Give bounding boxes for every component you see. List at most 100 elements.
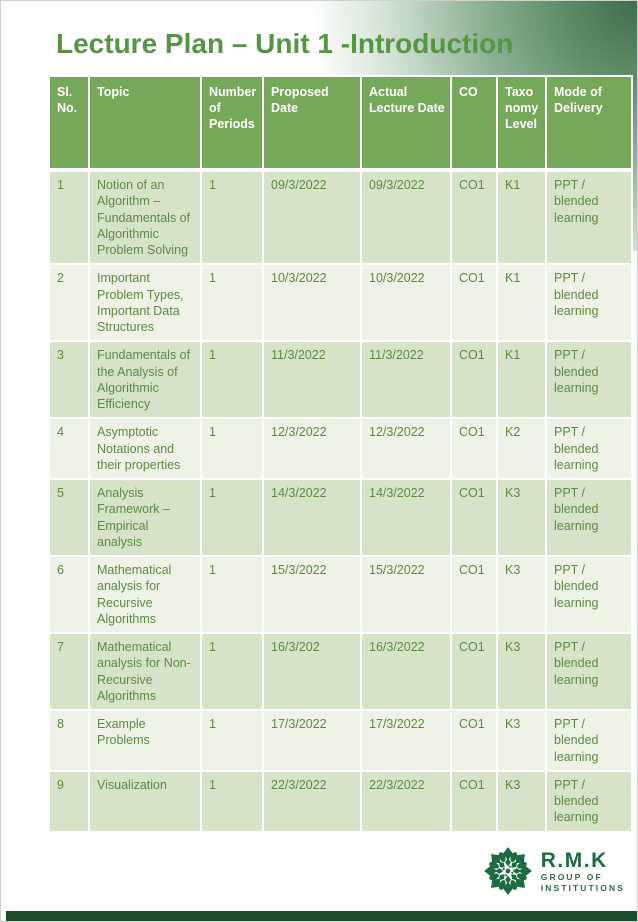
cell-taxonomy: K3	[496, 632, 547, 712]
cell-co: CO1	[450, 769, 498, 833]
column-header-proposed_date: Proposed Date	[262, 75, 362, 173]
cell-topic: Analysis Framework – Empirical analysis	[88, 478, 202, 558]
cell-sl_no: 8	[48, 709, 90, 772]
cell-sl_no: 4	[48, 417, 90, 481]
cell-taxonomy: K2	[496, 417, 547, 481]
rmk-flower-emblem-icon	[483, 847, 532, 895]
cell-mode: PPT / blended learning	[545, 478, 633, 558]
cell-actual_date: 15/3/2022	[360, 555, 452, 635]
cell-sl_no: 9	[48, 769, 90, 833]
cell-co: CO1	[450, 417, 498, 481]
cell-sl_no: 3	[48, 340, 90, 420]
cell-co: CO1	[450, 169, 498, 266]
cell-proposed_date: 22/3/2022	[262, 769, 362, 833]
cell-topic: Notion of an Algorithm – Fundamentals of…	[88, 169, 202, 266]
cell-periods: 1	[200, 709, 264, 772]
cell-sl_no: 5	[48, 478, 90, 558]
cell-taxonomy: K3	[496, 555, 547, 635]
cell-topic: Mathematical analysis for Recursive Algo…	[88, 555, 202, 635]
footer-bar-decoration	[6, 911, 637, 921]
rmk-logo-name: R.M.K	[540, 848, 608, 872]
rmk-logo-text: R.M.K GROUP OF INSTITUTIONS	[541, 849, 625, 894]
cell-periods: 1	[200, 263, 264, 343]
cell-sl_no: 2	[48, 263, 90, 343]
cell-mode: PPT / blended learning	[545, 417, 633, 481]
cell-periods: 1	[200, 340, 264, 420]
cell-proposed_date: 16/3/202	[262, 632, 362, 712]
cell-actual_date: 16/3/2022	[360, 632, 452, 712]
cell-proposed_date: 14/3/2022	[262, 478, 362, 558]
cell-proposed_date: 15/3/2022	[262, 555, 362, 635]
cell-periods: 1	[200, 169, 264, 266]
cell-topic: Example Problems	[88, 709, 202, 772]
cell-actual_date: 17/3/2022	[360, 709, 452, 772]
table-row: 7 Mathematical analysis for Non-Recursive…	[48, 632, 633, 712]
cell-sl_no: 6	[48, 555, 90, 635]
header-row: Sl. No. Topic Number of Periods Proposed Da…	[48, 75, 633, 173]
table-body: 1 Notion of an Algorithm – Fundamentals o…	[48, 169, 633, 833]
table-row: 3 Fundamentals of the Analysis of Algorit…	[48, 340, 633, 420]
cell-actual_date: 11/3/2022	[360, 340, 452, 420]
rmk-logo-institutions: INSTITUTIONS	[540, 882, 625, 893]
cell-actual_date: 22/3/2022	[360, 769, 452, 833]
cell-periods: 1	[200, 417, 264, 481]
table-header: Sl. No. Topic Number of Periods Proposed Da…	[48, 75, 633, 173]
cell-sl_no: 7	[48, 632, 90, 712]
column-header-topic: Topic	[88, 75, 202, 173]
cell-co: CO1	[450, 478, 498, 558]
table-row: 2 Important Problem Types, Important Data…	[48, 263, 633, 343]
table-row: 9 Visualization 1 22/3/2022 22/3/2022 CO1 K3 PP…	[48, 769, 633, 833]
cell-topic: Fundamentals of the Analysis of Algorith…	[88, 340, 202, 420]
cell-taxonomy: K3	[496, 478, 547, 558]
cell-actual_date: 09/3/2022	[360, 169, 452, 266]
cell-sl_no: 1	[48, 169, 90, 266]
cell-topic: Mathematical analysis for Non-Recursive …	[88, 632, 202, 712]
column-header-co: CO	[450, 75, 498, 173]
cell-proposed_date: 09/3/2022	[262, 169, 362, 266]
cell-periods: 1	[200, 555, 264, 635]
table-row: 5 Analysis Framework – Empirical analysis…	[48, 478, 633, 558]
cell-proposed_date: 12/3/2022	[262, 417, 362, 481]
cell-taxonomy: K1	[496, 263, 547, 343]
cell-co: CO1	[450, 632, 498, 712]
rmk-logo-group-of: GROUP OF	[540, 872, 603, 883]
cell-periods: 1	[200, 769, 264, 833]
cell-taxonomy: K3	[496, 709, 547, 772]
page-title: Lecture Plan – Unit 1 -Introduction	[56, 28, 514, 59]
cell-mode: PPT / blended learning	[545, 632, 633, 712]
table-row: 1 Notion of an Algorithm – Fundamentals o…	[48, 169, 633, 266]
cell-actual_date: 12/3/2022	[360, 417, 452, 481]
column-header-actual_date: Actual Lecture Date	[360, 75, 452, 173]
cell-periods: 1	[200, 632, 264, 712]
table-row: 8 Example Problems 1 17/3/2022 17/3/2022 CO1 K…	[48, 709, 633, 772]
cell-proposed_date: 17/3/2022	[262, 709, 362, 772]
cell-mode: PPT / blended learning	[545, 340, 633, 420]
cell-mode: PPT / blended learning	[545, 555, 633, 635]
cell-periods: 1	[200, 478, 264, 558]
column-header-periods: Number of Periods	[200, 75, 264, 173]
cell-co: CO1	[450, 263, 498, 343]
cell-actual_date: 14/3/2022	[360, 478, 452, 558]
column-header-sl_no: Sl. No.	[48, 75, 90, 173]
cell-proposed_date: 10/3/2022	[262, 263, 362, 343]
table-row: 6 Mathematical analysis for Recursive Alg…	[48, 555, 633, 635]
cell-topic: Important Problem Types, Important Data …	[88, 263, 202, 343]
cell-co: CO1	[450, 340, 498, 420]
cell-taxonomy: K1	[496, 340, 547, 420]
cell-co: CO1	[450, 555, 498, 635]
table-row: 4 Asymptotic Notations and their properti…	[48, 417, 633, 481]
cell-mode: PPT / blended learning	[545, 709, 633, 772]
cell-mode: PPT / blended learning	[545, 769, 633, 833]
cell-mode: PPT / blended learning	[545, 263, 633, 343]
rmk-logo: R.M.K GROUP OF INSTITUTIONS	[482, 839, 625, 903]
cell-taxonomy: K3	[496, 769, 547, 833]
lecture-plan-table: Sl. No. Topic Number of Periods Proposed Da…	[48, 75, 633, 833]
cell-taxonomy: K1	[496, 169, 547, 266]
cell-co: CO1	[450, 709, 498, 772]
column-header-mode: Mode of Delivery	[545, 75, 633, 173]
cell-proposed_date: 11/3/2022	[262, 340, 362, 420]
cell-mode: PPT / blended learning	[545, 169, 633, 266]
cell-topic: Asymptotic Notations and their propertie…	[88, 417, 202, 481]
cell-actual_date: 10/3/2022	[360, 263, 452, 343]
